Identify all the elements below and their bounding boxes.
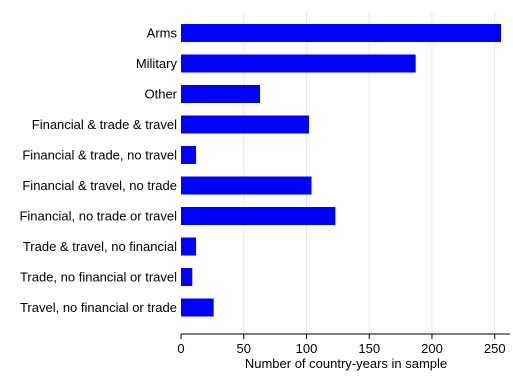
bar-6 [181, 207, 336, 225]
category-labels: Arms Military Other Financial & trade & tra… [19, 26, 177, 316]
x-tick-label: 50 [237, 341, 251, 356]
bar-3 [181, 115, 309, 134]
category-label: Arms [147, 26, 178, 41]
bar-8 [181, 268, 193, 286]
bar-5 [181, 176, 312, 195]
x-tick-label: 200 [421, 341, 443, 356]
bar-2 [181, 85, 261, 103]
category-label: Trade, no financial or travel [20, 270, 177, 285]
bar-7 [181, 237, 197, 256]
bars [181, 24, 501, 317]
x-tick-label: 100 [296, 341, 318, 356]
category-label: Financial & trade & travel [32, 117, 177, 132]
x-tick-labels: 0 50 100 150 200 250 [177, 334, 506, 356]
category-label: Financial & travel, no trade [22, 178, 177, 193]
x-tick-label: 250 [484, 341, 506, 356]
bar-9 [181, 298, 214, 317]
category-label: Military [136, 56, 178, 71]
category-label: Financial & trade, no travel [22, 148, 177, 163]
x-tick-label: 0 [177, 341, 184, 356]
category-label: Trade & travel, no financial [23, 239, 177, 254]
bar-4 [181, 146, 197, 164]
bar-0 [181, 24, 501, 42]
bar-1 [181, 54, 416, 73]
x-tick-label: 150 [358, 341, 380, 356]
category-label: Travel, no financial or trade [20, 300, 177, 315]
x-axis-title: Number of country-years in sample [245, 356, 447, 371]
category-label: Financial, no trade or travel [19, 209, 177, 224]
category-label: Other [144, 87, 177, 102]
